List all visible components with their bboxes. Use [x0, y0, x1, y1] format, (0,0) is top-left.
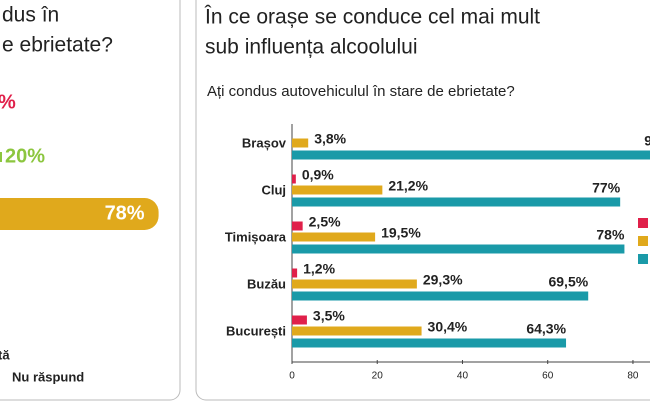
bar [292, 174, 296, 184]
value-label: 29,3% [423, 272, 463, 288]
bar [292, 138, 309, 148]
bar [292, 150, 650, 160]
x-tick-label: 40 [457, 371, 469, 382]
x-tick-label: 20 [372, 371, 384, 382]
value-label: 3,5% [313, 308, 345, 324]
value-label: 2,5% [309, 214, 341, 230]
value-label: 78% [596, 227, 625, 243]
value-label: 69,5% [548, 274, 588, 290]
bar [292, 221, 303, 231]
value-label: 19,5% [381, 225, 421, 241]
chart-title: dus în [2, 4, 59, 27]
bar [0, 198, 159, 230]
value-label: 0,9% [302, 167, 334, 183]
y-tick-label: Buzău [247, 276, 286, 291]
legend-marker [638, 218, 648, 228]
y-tick-label: Brașov [242, 135, 287, 150]
legend-label: tă [0, 347, 10, 362]
value-label: 1,2% [303, 261, 335, 277]
x-tick-label: 80 [627, 371, 639, 382]
y-tick-label: Timișoara [225, 229, 287, 244]
bar [292, 244, 625, 254]
chart-title: e ebrietate? [2, 34, 113, 57]
value-label: 3,8% [314, 131, 346, 147]
y-tick-label: Cluj [261, 182, 286, 197]
chart-subtitle: Ați condus autovehiculul în stare de ebr… [207, 83, 515, 100]
value-label: 77% [592, 180, 621, 196]
bar [292, 232, 376, 242]
value-label: % [0, 91, 16, 113]
x-tick-label: 60 [542, 371, 554, 382]
y-tick-label: București [226, 323, 286, 338]
right-chart: În ce orașe se conduce cel mai mult sub i… [204, 6, 650, 382]
bar [292, 279, 417, 289]
x-tick-label: 0 [289, 371, 295, 382]
legend-marker [638, 236, 648, 246]
value-label: 21,2% [388, 178, 428, 194]
bar [292, 338, 567, 348]
bar [292, 268, 298, 278]
bar [292, 291, 589, 301]
bar [0, 152, 2, 162]
chart-title: În ce orașe se conduce cel mai mult [204, 6, 540, 29]
bar [292, 197, 621, 207]
value-label: 9 [644, 133, 650, 149]
chart-title: sub influența alcoolului [205, 36, 417, 59]
value-label: 20% [5, 145, 45, 167]
value-label: 30,4% [428, 319, 468, 335]
value-label: 78% [105, 202, 145, 224]
legend-label: Nu răspund [12, 369, 84, 384]
legend-marker [638, 254, 648, 264]
bar [292, 326, 422, 336]
value-label: 64,3% [526, 321, 566, 337]
bar [292, 185, 383, 195]
bar [292, 315, 307, 325]
